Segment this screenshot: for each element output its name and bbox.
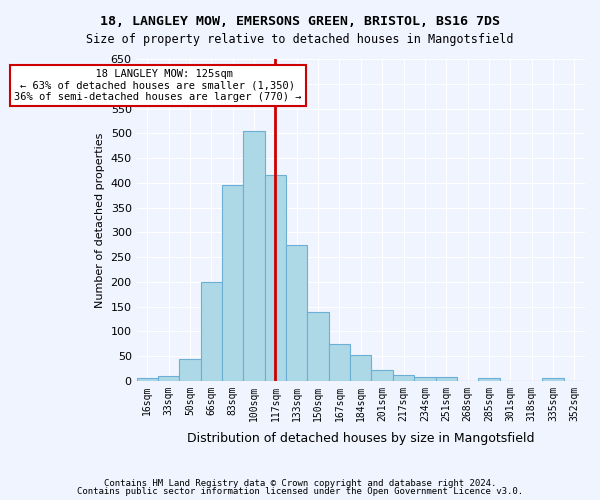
- Bar: [286, 244, 307, 381]
- Text: 18 LANGLEY MOW: 125sqm
← 63% of detached houses are smaller (1,350)
36% of semi-: 18 LANGLEY MOW: 125sqm ← 63% of detached…: [14, 69, 302, 102]
- Bar: [436, 377, 457, 381]
- Bar: [307, 312, 329, 381]
- Bar: [179, 358, 200, 381]
- Bar: [244, 131, 265, 381]
- Bar: [222, 185, 244, 381]
- X-axis label: Distribution of detached houses by size in Mangotsfield: Distribution of detached houses by size …: [187, 432, 535, 445]
- Text: Size of property relative to detached houses in Mangotsfield: Size of property relative to detached ho…: [86, 32, 514, 46]
- Text: Contains HM Land Registry data © Crown copyright and database right 2024.: Contains HM Land Registry data © Crown c…: [104, 478, 496, 488]
- Bar: [200, 282, 222, 381]
- Bar: [478, 378, 500, 381]
- Text: 18, LANGLEY MOW, EMERSONS GREEN, BRISTOL, BS16 7DS: 18, LANGLEY MOW, EMERSONS GREEN, BRISTOL…: [100, 15, 500, 28]
- Bar: [137, 378, 158, 381]
- Bar: [414, 377, 436, 381]
- Y-axis label: Number of detached properties: Number of detached properties: [95, 132, 105, 308]
- Bar: [329, 344, 350, 381]
- Bar: [350, 355, 371, 381]
- Bar: [158, 376, 179, 381]
- Text: Contains public sector information licensed under the Open Government Licence v3: Contains public sector information licen…: [77, 487, 523, 496]
- Bar: [542, 378, 563, 381]
- Bar: [393, 375, 414, 381]
- Bar: [265, 176, 286, 381]
- Bar: [371, 370, 393, 381]
